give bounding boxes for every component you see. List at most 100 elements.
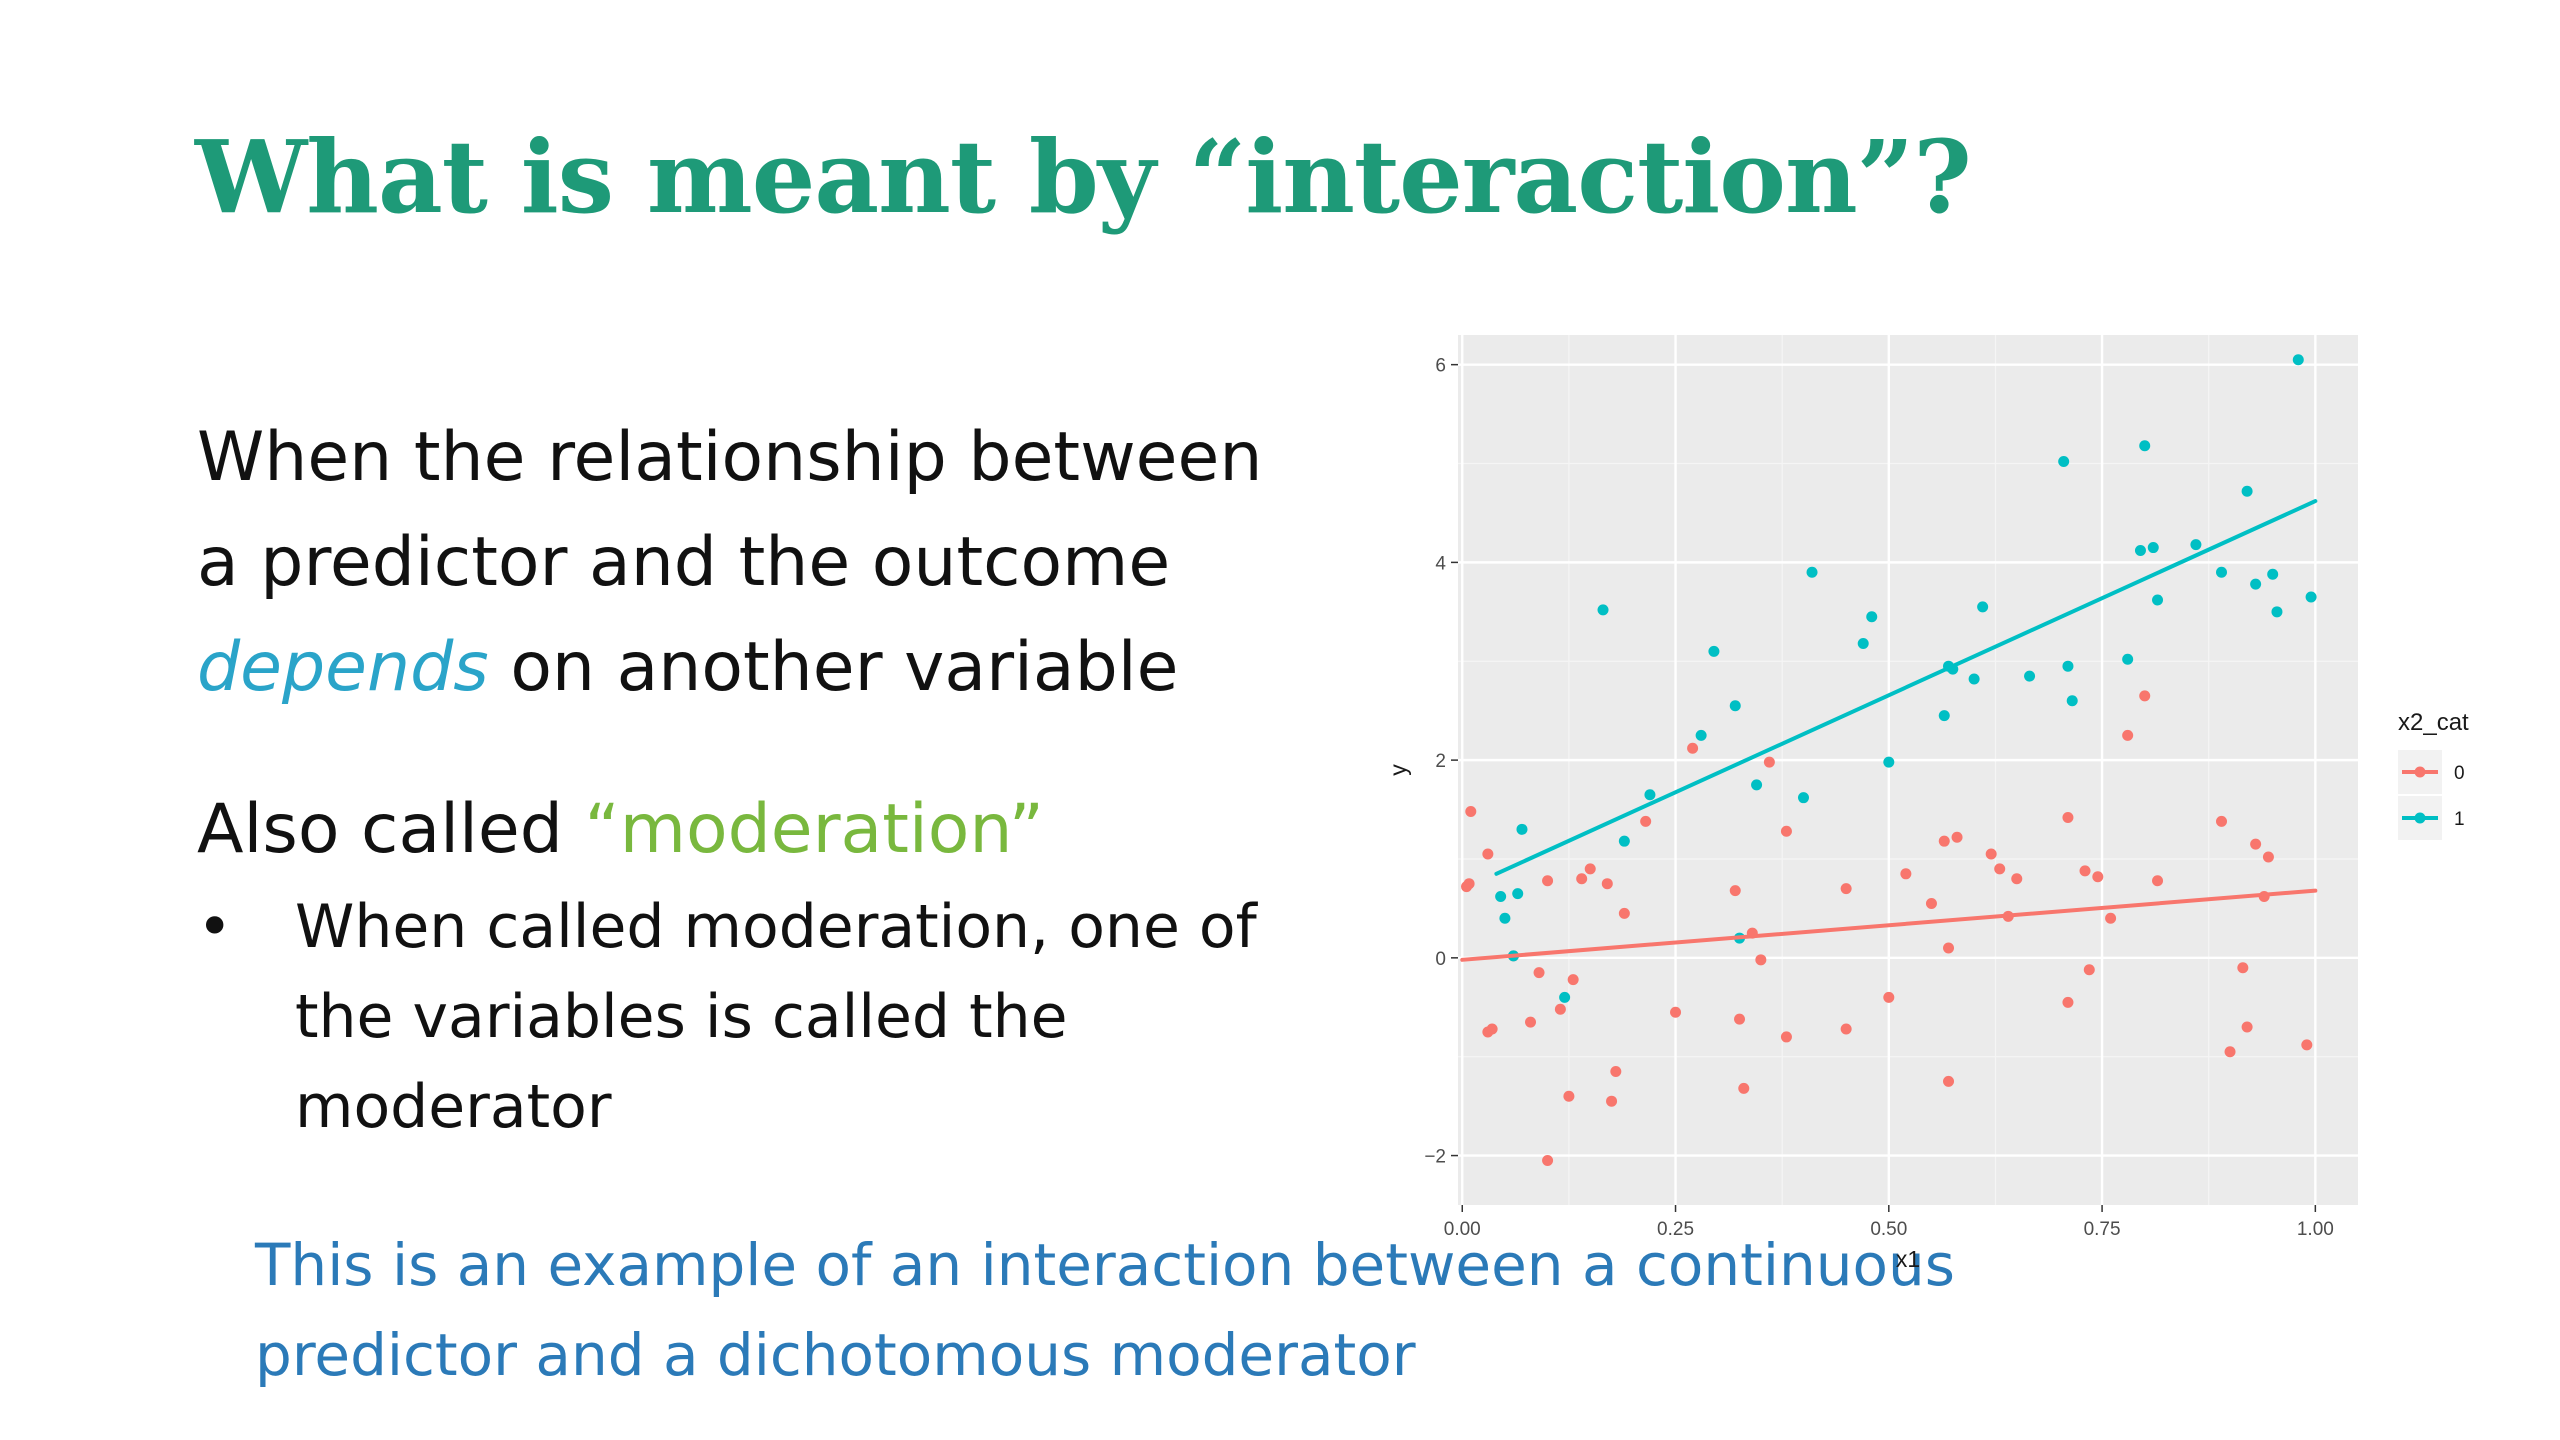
data-point-series-0 [1755,954,1767,966]
scatter-chart: 0.00 0.25 0.50 0.75 1.00 −2 0 2 4 6 x1 y x2_cat 0 1 [1385,335,2469,1272]
data-point-series-0 [2216,815,2228,827]
tick-label-x: 0.00 [1444,1219,1481,1240]
data-point-series-1 [1495,891,1507,903]
data-point-series-1 [2292,354,2304,366]
data-point-series-0 [1606,1095,1618,1107]
legend-label: 1 [2454,809,2465,830]
data-point-series-1 [1512,888,1524,900]
data-point-series-0 [2224,1046,2236,1058]
data-point-series-1 [1559,991,1571,1003]
data-point-series-1 [1797,792,1809,804]
data-point-series-0 [1554,1003,1566,1015]
data-point-series-0 [1576,873,1588,885]
data-point-series-1 [2267,568,2279,580]
tick-label-y: 2 [1435,751,1446,772]
data-point-series-0 [2139,690,2151,702]
depends-emphasis: depends [197,628,489,707]
also-called-prefix: Also called [197,790,585,869]
data-point-series-0 [2250,838,2262,850]
bullet-text: When called moderation, one of the varia… [295,892,1257,1142]
data-point-series-1 [2216,566,2228,578]
data-point-series-1 [1516,823,1528,835]
data-point-series-0 [1542,1155,1554,1167]
bullet-marker: • [197,892,233,962]
data-point-series-0 [1729,885,1741,897]
data-point-series-0 [1687,742,1699,754]
definition-line-2: a predictor and the outcome [197,523,1171,602]
data-point-series-1 [2062,660,2074,672]
data-point-series-1 [2139,440,2151,452]
data-point-series-0 [2237,962,2249,974]
tick-label-x: 0.50 [1870,1219,1907,1240]
data-point-series-1 [1708,645,1720,657]
data-point-series-0 [1525,1016,1537,1028]
y-axis-title: y [1385,764,1411,776]
data-point-series-0 [1763,756,1775,768]
data-point-series-0 [2062,811,2074,823]
legend-key-point [2414,766,2426,778]
tick-label-y: −2 [1424,1147,1446,1168]
tick-label-x: 1.00 [2297,1219,2334,1240]
fit-line-series-0 [1460,888,2318,962]
data-point-series-1 [1695,729,1707,741]
data-point-series-0 [2079,865,2091,877]
data-point-series-1 [1883,756,1895,768]
data-point-series-0 [1951,831,1963,843]
data-point-series-1 [2066,695,2078,707]
data-point-series-1 [1866,611,1878,623]
data-point-series-1 [2305,591,2317,603]
legend-label: 0 [2454,763,2465,784]
data-point-series-0 [1465,806,1477,818]
data-point-series-1 [2152,594,2164,606]
definition-line-3-rest: on another variable [488,628,1179,707]
data-point-series-0 [1938,835,1950,847]
data-point-series-1 [1857,637,1869,649]
data-point-series-0 [1994,863,2006,875]
data-point-series-0 [2092,871,2104,883]
data-point-series-0 [1463,878,1475,890]
data-point-series-1 [2271,606,2283,618]
data-point-series-0 [1734,1013,1746,1025]
data-point-series-0 [1925,897,1937,909]
x-axis-title: x1 [1896,1246,1920,1272]
data-point-series-1 [1968,673,1980,685]
data-point-series-0 [1601,878,1613,890]
plot-panel [1458,335,2358,1205]
definition-paragraph: When the relationship between a predicto… [197,405,1377,720]
data-point-series-0 [2262,851,2274,863]
moderation-term: “moderation” [584,790,1044,869]
data-point-series-1 [2024,670,2036,682]
data-point-series-0 [2083,964,2095,976]
data-point-series-1 [2058,456,2070,468]
data-point-series-0 [1542,875,1554,887]
footer-note: This is an example of an interaction bet… [255,1231,1955,1389]
data-point-series-0 [1840,1023,1852,1035]
data-point-series-0 [2152,875,2164,887]
tick-label-y: 4 [1435,553,1446,574]
legend-key-point [2414,812,2426,824]
tick-label-y: 6 [1435,356,1446,377]
data-point-series-1 [1806,566,1818,578]
data-point-series-0 [1985,848,1997,860]
fit-line-series-1 [1494,499,2318,876]
data-point-series-1 [1618,835,1630,847]
tick-label-x: 0.75 [2084,1219,2121,1240]
data-point-series-0 [1563,1090,1575,1102]
data-point-series-0 [1610,1066,1622,1078]
data-point-series-1 [2190,539,2202,551]
definition-line-1: When the relationship between [197,418,1263,497]
data-point-series-1 [1751,779,1763,791]
data-point-series-1 [2134,545,2146,557]
data-point-series-0 [1486,1023,1498,1035]
data-point-series-1 [1644,789,1656,801]
data-point-series-0 [1567,974,1579,986]
data-point-series-1 [1977,601,1989,613]
data-point-series-1 [1597,604,1609,616]
data-point-series-0 [2241,1021,2253,1033]
data-point-series-0 [1533,967,1545,979]
data-point-series-1 [2122,653,2134,665]
data-point-series-0 [1584,863,1596,875]
tick-label-x: 0.25 [1657,1219,1694,1240]
data-point-series-0 [1780,1031,1792,1043]
data-point-series-0 [1900,868,1912,880]
